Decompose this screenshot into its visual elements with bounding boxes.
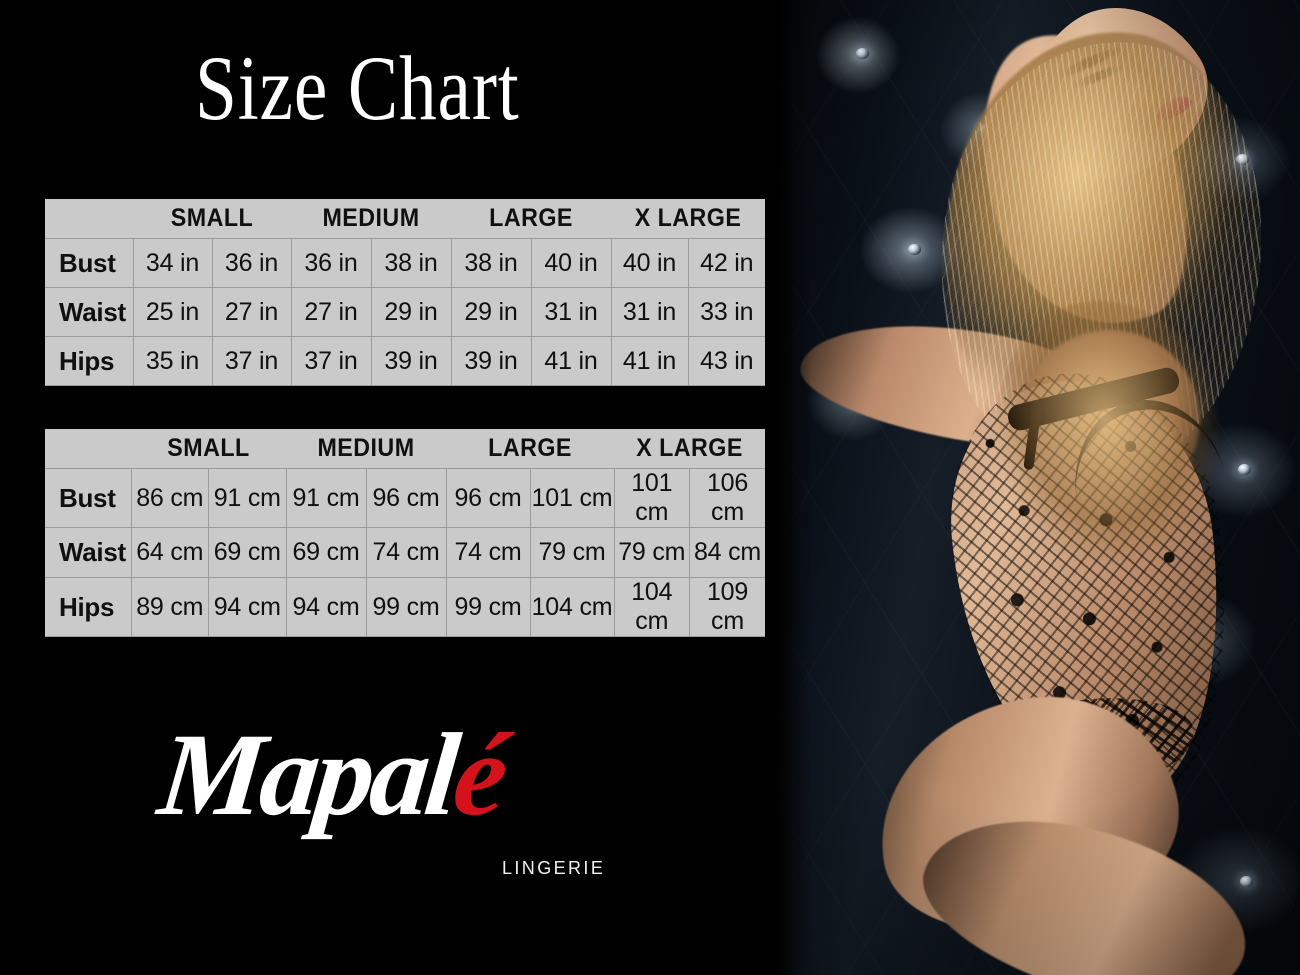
cell-hips-medium-min: 94 cm <box>285 577 367 637</box>
cell-bust-medium-max: 38 in <box>371 238 452 288</box>
cell-bust-small-min: 34 in <box>132 238 213 288</box>
cell-hips-medium-min: 37 in <box>290 336 372 386</box>
cell-hips-medium-max: 99 cm <box>366 577 447 637</box>
cell-bust-xlarge-min: 40 in <box>610 238 689 288</box>
cell-hips-small-max: 37 in <box>212 336 292 386</box>
cell-hips-large-min: 99 cm <box>445 577 531 637</box>
row-label-hips: Hips <box>45 577 132 637</box>
cell-hips-xlarge-min: 41 in <box>610 336 689 386</box>
cell-hips-small-min: 35 in <box>132 336 213 386</box>
cell-hips-xlarge-min: 104 cm <box>613 577 690 637</box>
cell-bust-medium-max: 96 cm <box>366 468 447 528</box>
cell-bust-medium-min: 36 in <box>290 238 372 288</box>
column-header-large: LARGE <box>451 429 609 469</box>
row-label-bust: Bust <box>45 238 134 288</box>
cell-waist-medium-max: 74 cm <box>366 527 447 578</box>
cell-waist-medium-max: 29 in <box>371 287 452 337</box>
table-row: Hips 35 in 37 in 37 in 39 in 39 in 41 in… <box>45 336 765 386</box>
row-label-hips: Hips <box>45 336 134 386</box>
column-header-x-large: X LARGE <box>619 429 760 469</box>
cell-bust-xlarge-max: 106 cm <box>689 468 765 528</box>
model-photo <box>770 0 1300 975</box>
cell-bust-large-min: 38 in <box>450 238 532 288</box>
cell-waist-medium-min: 27 in <box>290 287 372 337</box>
cell-waist-large-min: 29 in <box>450 287 532 337</box>
cell-hips-xlarge-max: 109 cm <box>689 577 765 637</box>
cell-hips-xlarge-max: 43 in <box>688 336 765 386</box>
cell-bust-large-max: 40 in <box>531 238 612 288</box>
cell-bust-small-min: 86 cm <box>130 468 209 528</box>
cell-waist-small-min: 25 in <box>132 287 213 337</box>
cell-waist-small-max: 27 in <box>212 287 292 337</box>
cell-waist-xlarge-max: 33 in <box>688 287 765 337</box>
row-label-waist: Waist <box>45 527 132 578</box>
cell-waist-small-min: 64 cm <box>130 527 209 578</box>
cell-bust-medium-min: 91 cm <box>285 468 367 528</box>
page-title: Size Chart <box>195 37 520 139</box>
left-panel: Size Chart SMALL MEDIUM LARGE X LARGE Bu… <box>45 37 765 891</box>
table-row: Hips 89 cm 94 cm 94 cm 99 cm 99 cm 104 c… <box>45 577 765 637</box>
model-figure <box>770 0 1300 975</box>
table-row: Waist 25 in 27 in 27 in 29 in 29 in 31 i… <box>45 287 765 337</box>
cell-bust-xlarge-min: 101 cm <box>613 468 690 528</box>
cell-bust-xlarge-max: 42 in <box>688 238 765 288</box>
table-header-row: SMALL MEDIUM LARGE X LARGE <box>45 199 765 239</box>
column-header-x-large: X LARGE <box>616 199 760 239</box>
column-header-small: SMALL <box>138 199 286 239</box>
cell-waist-large-max: 79 cm <box>530 527 615 578</box>
cell-hips-large-min: 39 in <box>450 336 532 386</box>
cell-waist-large-min: 74 cm <box>445 527 531 578</box>
table-corner-header <box>48 429 128 469</box>
brand-tagline: LINGERIE <box>502 858 606 878</box>
cell-bust-large-min: 96 cm <box>445 468 531 528</box>
table-corner-header <box>48 199 130 239</box>
cell-bust-small-max: 91 cm <box>208 468 287 528</box>
column-header-small: SMALL <box>136 429 281 469</box>
cell-waist-xlarge-max: 84 cm <box>689 527 765 578</box>
cell-hips-large-max: 104 cm <box>530 577 615 637</box>
column-header-medium: MEDIUM <box>291 429 441 469</box>
size-table-cm: SMALL MEDIUM LARGE X LARGE Bust 86 cm 91… <box>45 429 765 637</box>
cell-waist-small-max: 69 cm <box>208 527 287 578</box>
cell-waist-xlarge-min: 79 cm <box>613 527 690 578</box>
table-header-row: SMALL MEDIUM LARGE X LARGE <box>45 429 765 469</box>
table-row: Waist 64 cm 69 cm 69 cm 74 cm 74 cm 79 c… <box>45 527 765 578</box>
cell-waist-xlarge-min: 31 in <box>610 287 689 337</box>
brand-name: Mapalé <box>153 709 510 840</box>
column-header-medium: MEDIUM <box>296 199 446 239</box>
brand-name-base: Mapal <box>153 709 462 840</box>
table-row: Bust 86 cm 91 cm 91 cm 96 cm 96 cm 101 c… <box>45 468 765 528</box>
brand-logo: Mapalé LINGERIE <box>153 709 603 891</box>
cell-hips-small-min: 89 cm <box>130 577 209 637</box>
row-label-bust: Bust <box>45 468 132 528</box>
row-label-waist: Waist <box>45 287 134 337</box>
cell-bust-large-max: 101 cm <box>530 468 615 528</box>
cell-hips-large-max: 41 in <box>531 336 612 386</box>
cell-hips-small-max: 94 cm <box>208 577 287 637</box>
size-table-inches: SMALL MEDIUM LARGE X LARGE Bust 34 in 36… <box>45 199 765 386</box>
cell-hips-medium-max: 39 in <box>371 336 452 386</box>
table-row: Bust 34 in 36 in 36 in 38 in 38 in 40 in… <box>45 238 765 288</box>
cell-bust-small-max: 36 in <box>212 238 292 288</box>
cell-waist-large-max: 31 in <box>531 287 612 337</box>
cell-waist-medium-min: 69 cm <box>285 527 367 578</box>
column-header-large: LARGE <box>456 199 606 239</box>
